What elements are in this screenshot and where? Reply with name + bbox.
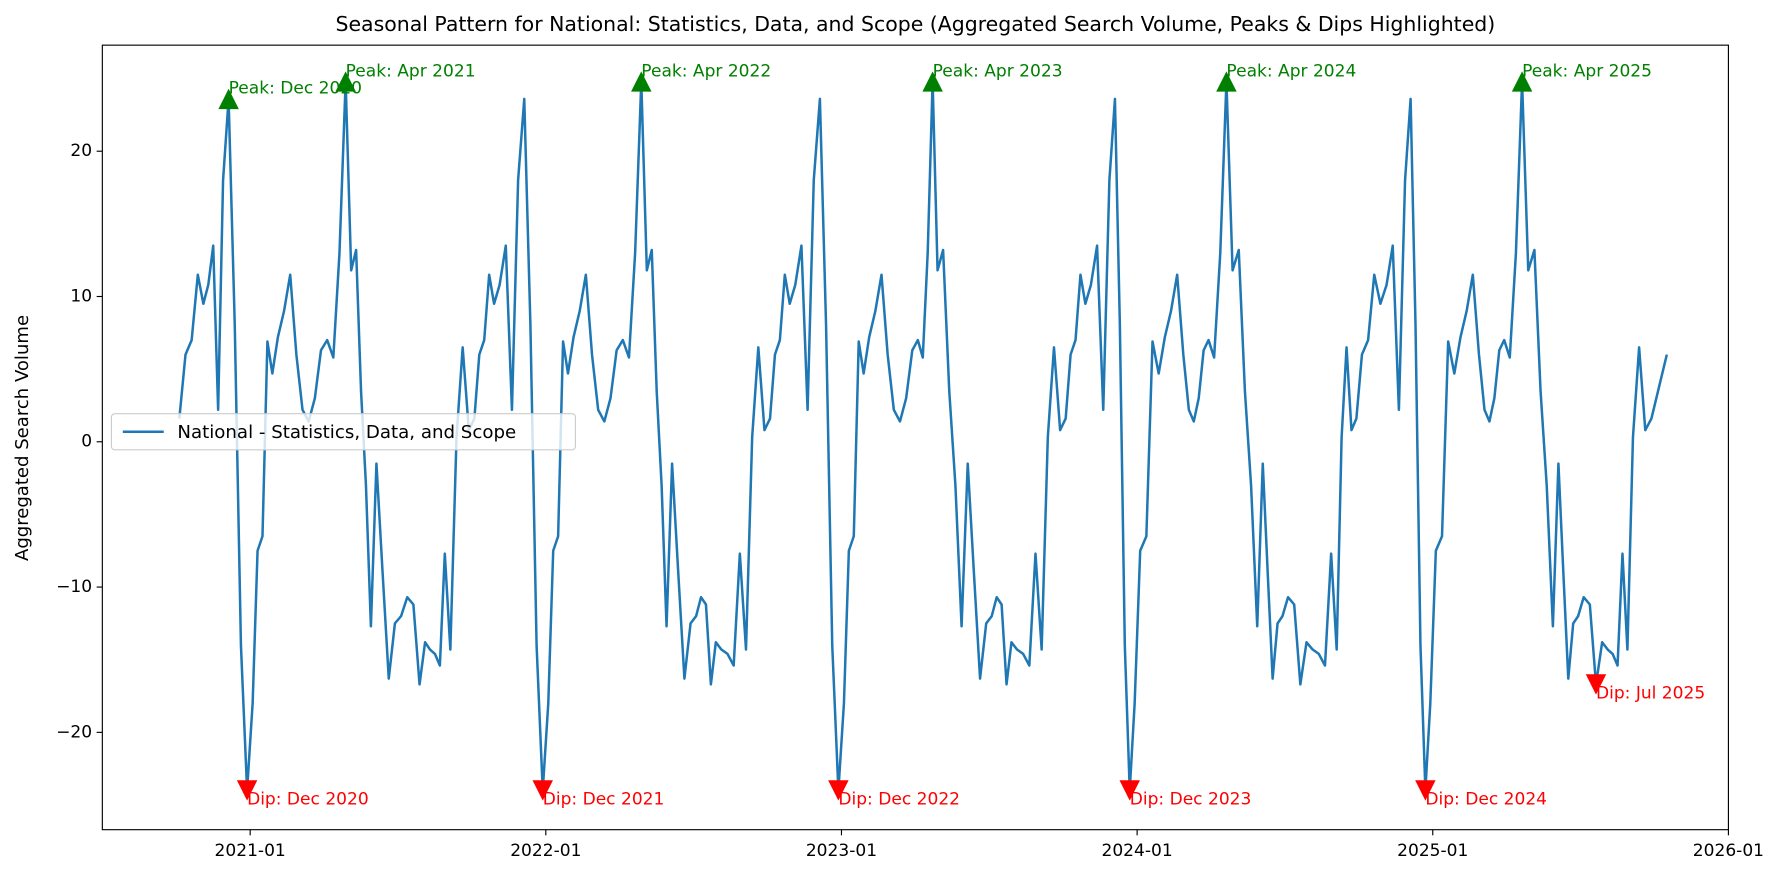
dip-marker [828, 780, 849, 801]
peak-label: Peak: Apr 2025 [1522, 61, 1652, 81]
x-tick-label: 2024-01 [1102, 841, 1173, 861]
peak-marker [335, 71, 356, 92]
y-tick-label: 20 [70, 141, 92, 161]
y-tick-label: −10 [56, 577, 92, 597]
legend-label: National - Statistics, Data, and Scope [177, 422, 516, 443]
peak-label: Peak: Apr 2022 [641, 61, 771, 81]
x-tick-label: 2023-01 [806, 841, 877, 861]
peak-label: Peak: Apr 2021 [346, 61, 476, 81]
peak-marker [1511, 71, 1533, 92]
legend-box [110, 413, 576, 451]
dip-label: Dip: Dec 2022 [838, 790, 960, 810]
x-tick-label: 2021-01 [215, 841, 286, 861]
dip-marker [236, 780, 258, 801]
x-tick-label: 2025-01 [1397, 841, 1468, 861]
dip-marker [532, 780, 553, 801]
peak-marker [218, 88, 239, 110]
dip-label: Dip: Dec 2023 [1130, 790, 1252, 810]
peak-label: Peak: Apr 2024 [1226, 61, 1356, 81]
peak-marker [922, 71, 943, 92]
peak-label: Peak: Apr 2023 [933, 61, 1063, 81]
dip-label: Dip: Jul 2025 [1596, 683, 1705, 703]
dip-label: Dip: Dec 2020 [247, 790, 369, 810]
legend: National - Statistics, Data, and Scope [110, 413, 576, 451]
plot-frame [101, 44, 1729, 831]
peak-marker [1216, 71, 1237, 92]
dip-label: Dip: Dec 2024 [1425, 790, 1547, 810]
x-tick-label: 2026-01 [1693, 841, 1764, 861]
data-line [178, 80, 1669, 792]
y-tick-label: 10 [70, 287, 92, 307]
y-tick-label: −20 [56, 722, 92, 742]
chart-title: Seasonal Pattern for National: Statistic… [335, 12, 1495, 36]
y-axis-label: Aggregated Search Volume [12, 315, 33, 561]
peak-marker [631, 71, 652, 92]
y-tick-label: 0 [81, 432, 92, 452]
dip-marker [1119, 780, 1140, 801]
peak-label: Peak: Dec 2020 [229, 79, 362, 99]
dip-label: Dip: Dec 2021 [543, 790, 665, 810]
dip-marker [1415, 780, 1436, 801]
dip-marker [1585, 674, 1607, 695]
x-tick-label: 2022-01 [510, 841, 581, 861]
